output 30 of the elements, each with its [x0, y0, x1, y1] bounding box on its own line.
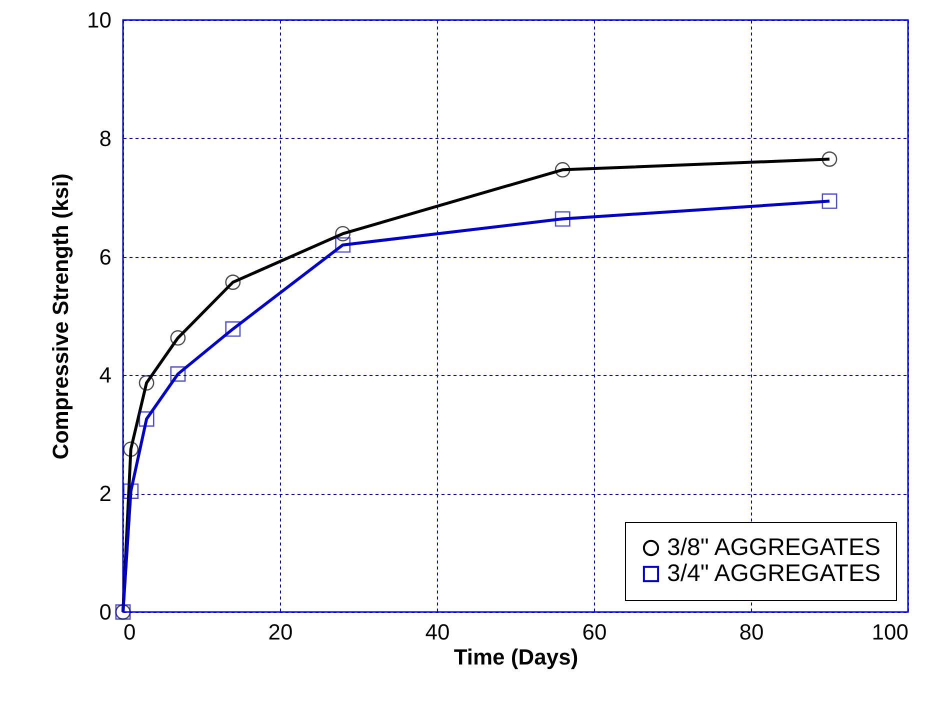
x-axis-title: Time (Days): [454, 644, 578, 670]
y-tick-label: 4: [99, 362, 112, 388]
point: [123, 484, 139, 499]
point: [123, 441, 139, 457]
y-tick-label: 10: [87, 8, 112, 32]
point: [170, 366, 186, 382]
point: [138, 411, 154, 427]
y-axis-title: Compressive Strength (ksi): [48, 173, 74, 460]
legend-label: 3/8" AGGREGATES: [667, 534, 880, 561]
y-tick-label: 2: [99, 481, 112, 506]
point: [225, 274, 241, 290]
point: [225, 321, 241, 337]
x-tick-label: 40: [425, 620, 450, 644]
x-tick-label: 0: [124, 620, 136, 644]
x-tick-label: 80: [739, 620, 764, 644]
y-tick-label: 6: [99, 244, 112, 270]
x-tick-label: 60: [582, 620, 607, 644]
point: [554, 211, 570, 227]
x-tick-label: 20: [268, 620, 293, 644]
point: [822, 151, 838, 167]
point: [138, 375, 154, 391]
point: [170, 330, 186, 346]
y-tick-label: 8: [99, 126, 112, 151]
point: [554, 162, 570, 178]
x-tick-label: 100: [872, 620, 908, 644]
point: [335, 226, 351, 242]
legend-label: 3/4" AGGREGATES: [667, 560, 880, 587]
point: [822, 193, 838, 209]
y-tick-label: 0: [99, 600, 112, 624]
point: [335, 237, 351, 253]
